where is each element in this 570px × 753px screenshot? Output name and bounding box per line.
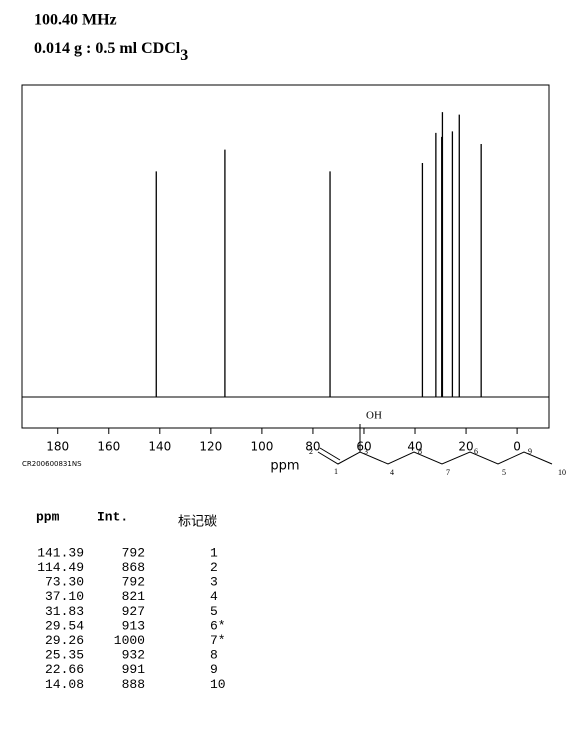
ppm-cell: 37.10: [45, 589, 84, 604]
atom-label: 8: [418, 447, 422, 456]
atom-label: 2: [309, 447, 313, 456]
int-cell: 927: [122, 604, 145, 619]
ppm-cell: 31.83: [45, 604, 84, 619]
x-tick-label: 60: [356, 440, 371, 454]
int-cell: 991: [122, 662, 146, 677]
carbon-cell: 1: [210, 545, 218, 560]
carbon-cell: 5: [210, 604, 218, 619]
ppm-cell: 73.30: [45, 575, 84, 590]
carbon-cell: 8: [210, 648, 218, 663]
int-cell: 868: [122, 560, 145, 575]
atom-label: 9: [528, 447, 532, 456]
ppm-cell: 29.54: [45, 618, 84, 633]
x-tick-label: 20: [458, 440, 473, 454]
ppm-cell: 141.39: [37, 545, 84, 560]
x-tick-label: 0: [513, 440, 521, 454]
x-tick-label: 180: [46, 440, 69, 454]
carbon-cell: 2: [210, 560, 218, 575]
subtitle-subscript: 3: [180, 47, 188, 64]
x-tick-label: 160: [97, 440, 120, 454]
title: 100.40 MHz: [34, 12, 117, 29]
int-cell: 888: [122, 677, 145, 692]
x-tick-label: 100: [250, 440, 273, 454]
column-header: ppm: [36, 509, 60, 524]
carbon-cell: 9: [210, 662, 218, 677]
ppm-cell: 22.66: [45, 662, 84, 677]
column-header: Int.: [97, 509, 128, 524]
atom-label: 6: [474, 447, 478, 456]
atom-label: 10: [558, 468, 566, 477]
int-cell: 1000: [114, 633, 145, 648]
ppm-cell: 14.08: [45, 677, 84, 692]
carbon-cell: 10: [210, 677, 226, 692]
int-cell: 821: [122, 589, 146, 604]
carbon-cell: 4: [210, 589, 218, 604]
x-axis-label: ppm: [270, 459, 299, 474]
structure: [317, 424, 553, 465]
ppm-cell: 29.26: [45, 633, 84, 648]
atom-label: 5: [502, 468, 506, 477]
subtitle-text: 0.014 g : 0.5 ml CDCl: [34, 40, 181, 57]
chain: [317, 451, 553, 465]
ppm-cell: 114.49: [37, 560, 84, 575]
atom-label: 7: [446, 468, 450, 477]
code: CR200600831NS: [22, 460, 82, 468]
substituent: OH: [366, 410, 382, 422]
atom-label: 1: [334, 467, 338, 476]
x-tick-label: 40: [407, 440, 422, 454]
carbon-cell: 7*: [210, 633, 226, 648]
x-tick-label: 80: [305, 440, 320, 454]
ppm-cell: 25.35: [45, 648, 84, 663]
carbon-cell: 3: [210, 575, 218, 590]
x-tick-label: 120: [199, 440, 222, 454]
atom-label: 4: [390, 468, 394, 477]
plot-frame: [21, 84, 550, 429]
column-header: 标记碳: [178, 515, 217, 530]
double-bond: [319, 447, 341, 461]
x-tick-label: 140: [148, 440, 171, 454]
int-cell: 792: [122, 575, 145, 590]
int-cell: 792: [122, 545, 145, 560]
carbon-cell: 6*: [210, 618, 226, 633]
int-cell: 932: [122, 648, 145, 663]
atom-label: 3: [364, 447, 368, 456]
subtitle: 0.014 g : 0.5 ml CDCl3: [34, 40, 188, 64]
int-cell: 913: [122, 618, 145, 633]
